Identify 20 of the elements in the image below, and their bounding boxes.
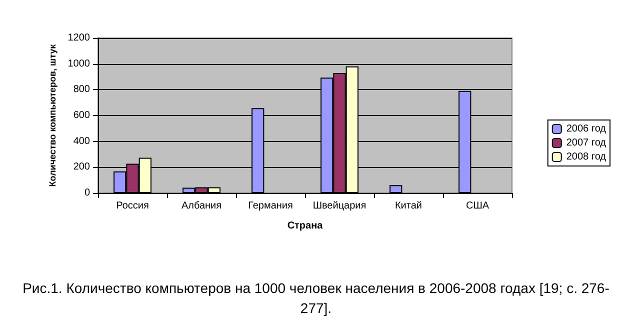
y-tick-label: 800: [73, 84, 90, 96]
y-tick-label: 600: [73, 110, 90, 121]
x-tick-label: Швейцария: [312, 200, 366, 212]
bar: [390, 185, 402, 193]
y-tick-label: 400: [73, 136, 90, 147]
x-axis-title: Страна: [287, 220, 324, 232]
y-tick-label: 200: [73, 162, 90, 173]
x-tick-label: Албания: [181, 200, 222, 212]
y-axis-title: Количество компьютеров, штук: [47, 44, 58, 187]
x-tick-label: США: [466, 200, 490, 212]
legend-label: 2006 год: [566, 124, 606, 134]
legend-label: 2008 год: [566, 152, 606, 162]
y-tick-label: 1000: [68, 58, 90, 70]
x-tick-label: Китай: [394, 200, 422, 212]
x-tick-label: Россия: [116, 200, 149, 212]
x-tick-label: Германия: [248, 200, 293, 212]
y-tick-label: 0: [84, 188, 90, 198]
text: Рис.1. Количество компьютеров на 1000 человек населения в 2006-2008 годах [19; с. 276-277].: [22, 279, 610, 318]
legend-label: 2007 год: [566, 138, 606, 148]
y-tick-label: 1200: [68, 32, 90, 44]
